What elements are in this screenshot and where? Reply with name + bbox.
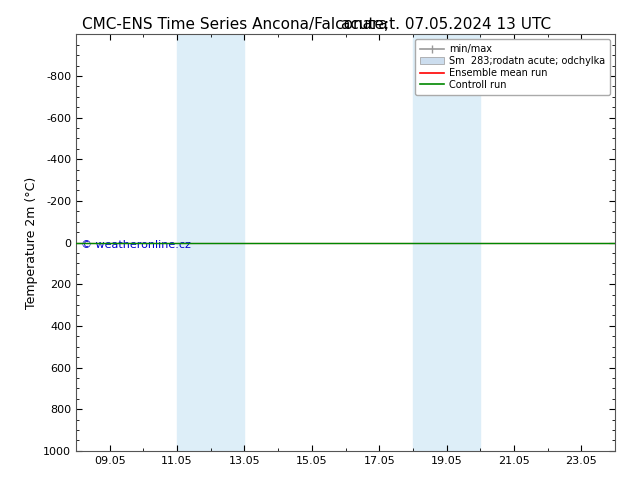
Bar — [177, 34, 245, 451]
Bar — [413, 34, 480, 451]
Y-axis label: Temperature 2m (°C): Temperature 2m (°C) — [25, 176, 37, 309]
Text: CMC-ENS Time Series Ancona/Falconara: CMC-ENS Time Series Ancona/Falconara — [82, 17, 388, 32]
Text: acute;t. 07.05.2024 13 UTC: acute;t. 07.05.2024 13 UTC — [342, 17, 552, 32]
Text: © weatheronline.cz: © weatheronline.cz — [81, 241, 191, 250]
Legend: min/max, Sm  283;rodatn acute; odchylka, Ensemble mean run, Controll run: min/max, Sm 283;rodatn acute; odchylka, … — [415, 39, 610, 95]
